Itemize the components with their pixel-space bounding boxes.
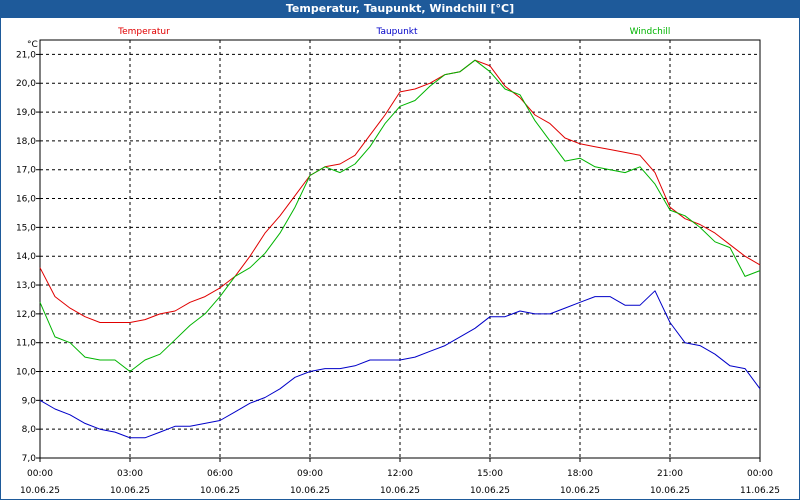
x-tick-label-time: 00:00 xyxy=(747,469,773,479)
y-tick-label: 12,0 xyxy=(16,310,36,320)
x-tick-label-time: 12:00 xyxy=(387,469,413,479)
x-tick-label-date: 10.06.25 xyxy=(560,486,600,496)
x-tick-label-time: 03:00 xyxy=(117,469,143,479)
x-tick-label-date: 10.06.25 xyxy=(380,486,420,496)
x-tick-label-time: 06:00 xyxy=(207,469,233,479)
x-tick-label-time: 18:00 xyxy=(567,469,593,479)
y-tick-label: 21,0 xyxy=(16,50,36,60)
y-tick-label: 8,0 xyxy=(22,425,37,435)
x-tick-label-date: 10.06.25 xyxy=(20,486,60,496)
x-tick-label-time: 09:00 xyxy=(297,469,323,479)
y-tick-label: 15,0 xyxy=(16,223,36,233)
legend-taupunkt: Taupunkt xyxy=(375,27,418,37)
y-axis: 7,0 8,0 9,0 10,0 11,0 12,0 13,0 14,0 15,0 16,0 17,… xyxy=(16,50,40,464)
legend-temperatur: Temperatur xyxy=(117,27,170,37)
x-tick-label-date: 10.06.25 xyxy=(200,486,240,496)
y-tick-label: 18,0 xyxy=(16,137,36,147)
y-tick-label: 7,0 xyxy=(22,454,37,464)
legend: Temperatur Taupunkt Windchill xyxy=(117,27,670,37)
x-tick-label-time: 21:00 xyxy=(657,469,683,479)
series-lines xyxy=(39,59,761,439)
x-tick-label-time: 00:00 xyxy=(27,469,53,479)
y-tick-label: 20,0 xyxy=(16,79,36,89)
x-tick-label-date: 11.06.25 xyxy=(740,486,780,496)
x-tick-label-time: 15:00 xyxy=(477,469,503,479)
x-tick-label-date: 10.06.25 xyxy=(650,486,690,496)
series-line-windchill xyxy=(39,59,761,372)
y-tick-label: 10,0 xyxy=(16,368,36,378)
series-line-taupunkt xyxy=(39,290,761,439)
y-tick-label: 14,0 xyxy=(16,252,36,262)
y-tick-label: 13,0 xyxy=(16,281,36,291)
window-title: Temperatur, Taupunkt, Windchill [°C] xyxy=(0,0,800,18)
grid xyxy=(39,39,761,459)
x-tick-label-date: 10.06.25 xyxy=(110,486,150,496)
series-line-temperatur xyxy=(39,59,761,323)
x-tick-label-date: 10.06.25 xyxy=(470,486,510,496)
y-axis-label: °C xyxy=(27,40,38,50)
y-tick-label: 17,0 xyxy=(16,166,36,176)
y-tick-label: 11,0 xyxy=(16,339,36,349)
legend-windchill: Windchill xyxy=(630,27,671,37)
x-axis: 00:00 10.06.25 03:00 10.06.25 06:00 10.06.25 0… xyxy=(20,458,780,496)
y-tick-label: 16,0 xyxy=(16,195,36,205)
y-tick-label: 9,0 xyxy=(22,396,37,406)
y-tick-label: 19,0 xyxy=(16,108,36,118)
x-tick-label-date: 10.06.25 xyxy=(290,486,330,496)
